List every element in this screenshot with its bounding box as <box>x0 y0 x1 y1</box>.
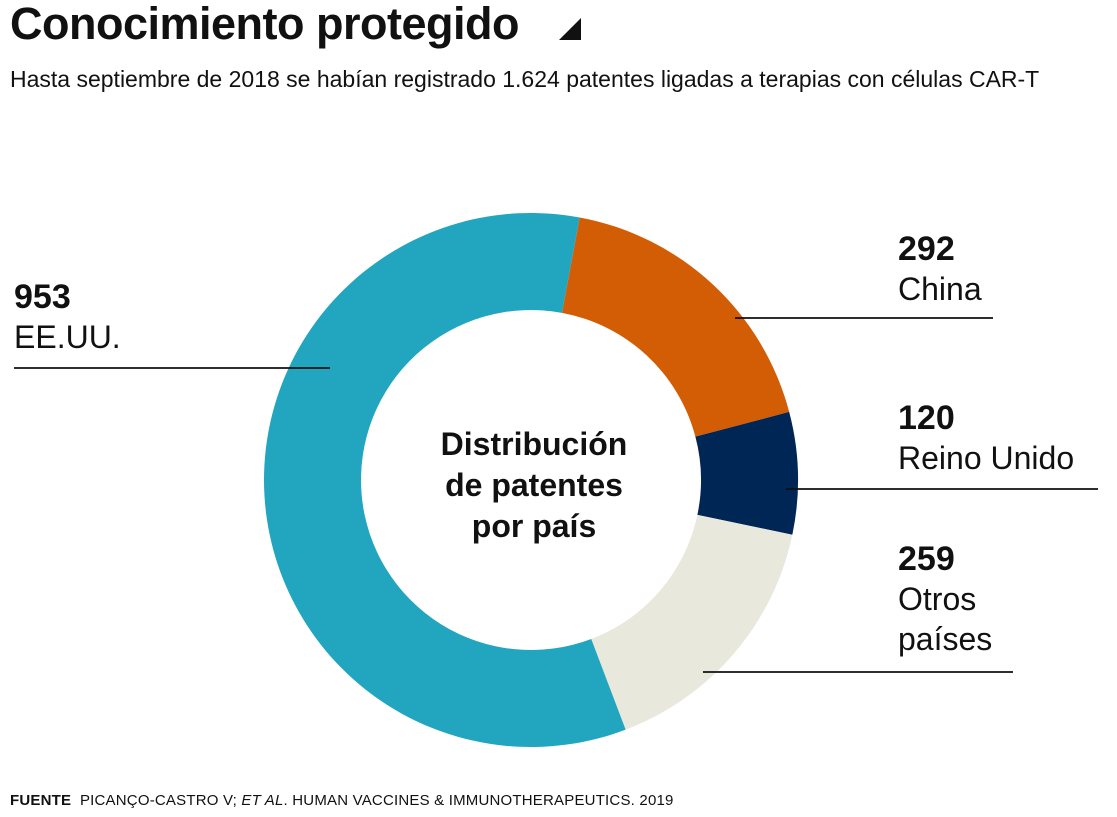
china-value: 292 <box>898 230 955 268</box>
otros-paises-name: Otros países <box>898 581 993 657</box>
reino-unido-value: 120 <box>898 399 955 437</box>
chart-subtitle: Hasta septiembre de 2018 se habían regis… <box>10 66 1040 92</box>
source-note: FUENTE PICANÇO-CASTRO V; ET AL. HUMAN VA… <box>10 792 674 809</box>
source-label: FUENTE <box>10 792 72 809</box>
donut-slice-otros-paises <box>591 514 793 730</box>
label-reino-unido: 120 Reino Unido <box>898 398 1074 478</box>
donut-center-label: Distribución de patentes por país <box>384 424 684 547</box>
source-etal: ET AL <box>241 792 284 809</box>
source-authors: PICANÇO-CASTRO V; <box>79 792 237 809</box>
label-otros-paises: 259 Otros países <box>898 539 992 659</box>
center-label-line: Distribución <box>440 426 628 462</box>
label-china: 292 China <box>898 229 982 309</box>
center-label-line: de patentes <box>445 467 623 503</box>
donut-slice-eeuu <box>264 213 626 748</box>
center-label-line: por país <box>471 508 597 544</box>
otros-paises-value: 259 <box>898 540 955 578</box>
chart-title: Conocimiento protegido <box>10 0 519 49</box>
eeuu-value: 953 <box>14 278 71 316</box>
eeuu-name: EE.UU. <box>14 319 121 355</box>
donut-slice-reino-unido <box>695 411 798 535</box>
reino-unido-name: Reino Unido <box>898 440 1075 476</box>
source-journal: HUMAN VACCINES & IMMUNOTHERAPEUTICS <box>292 792 631 809</box>
source-dot: . <box>283 792 288 809</box>
source-year: . 2019 <box>630 792 674 809</box>
donut-slice-china <box>561 217 790 437</box>
triangle-icon <box>559 18 581 40</box>
china-name: China <box>898 271 982 307</box>
label-eeuu: 953 EE.UU. <box>14 277 121 357</box>
